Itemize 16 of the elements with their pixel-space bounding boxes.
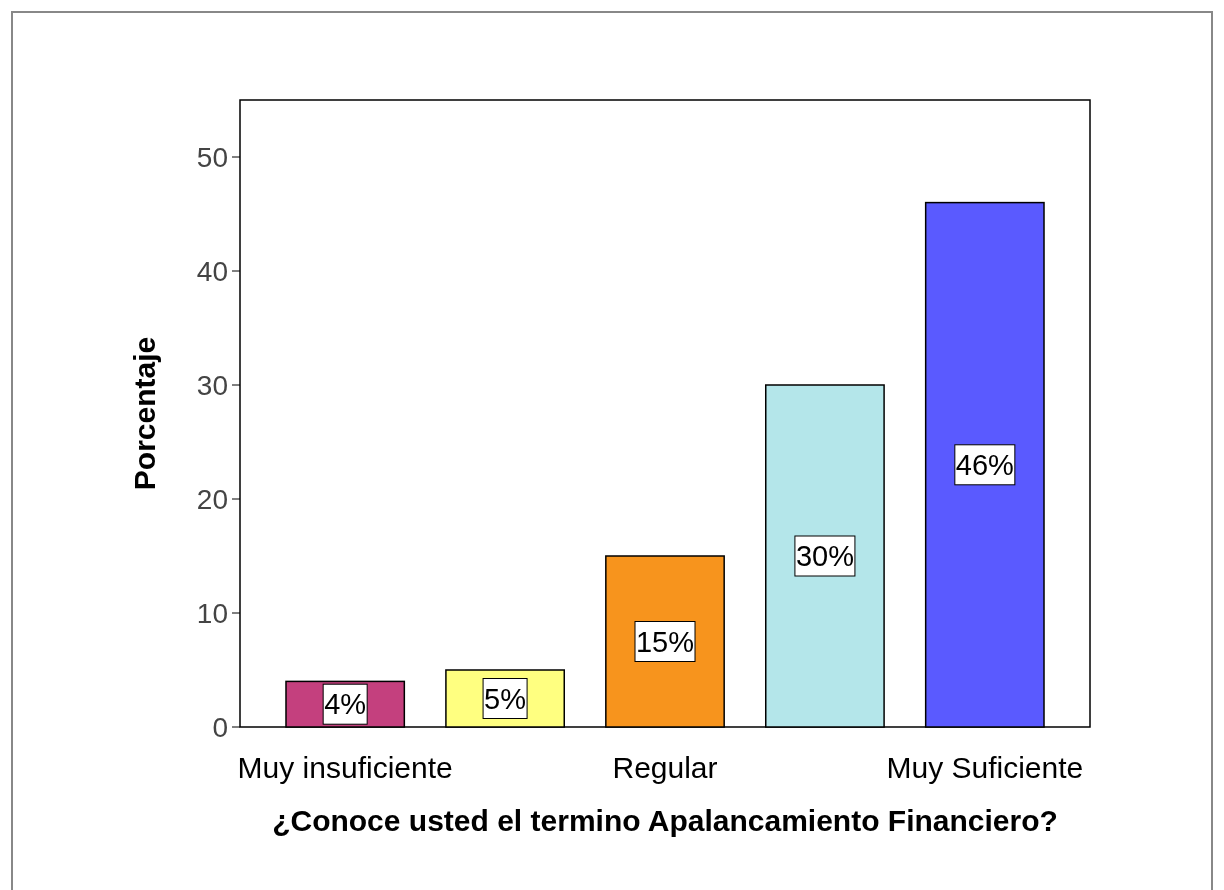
y-tick-label: 40 — [196, 256, 228, 287]
x-tick-label: Muy insuficiente — [237, 751, 453, 784]
y-tick-label: 10 — [196, 598, 228, 629]
y-tick-label: 20 — [196, 484, 228, 515]
x-axis-title: ¿Conoce usted el termino Apalancamiento Financiero? — [271, 804, 1059, 837]
y-tick-label: 0 — [212, 712, 228, 743]
data-label: 30% — [795, 540, 854, 572]
y-tick-label: 50 — [196, 142, 228, 173]
data-label: 5% — [484, 682, 527, 715]
data-label: 46% — [955, 448, 1014, 481]
y-axis-title: Porcentaje — [128, 336, 161, 491]
data-label: 15% — [635, 625, 695, 658]
x-tick-label: Regular — [612, 751, 718, 784]
data-label: 4% — [324, 688, 367, 721]
y-tick-label: 30 — [196, 370, 228, 401]
x-tick-label: Muy Suficiente — [886, 751, 1084, 784]
